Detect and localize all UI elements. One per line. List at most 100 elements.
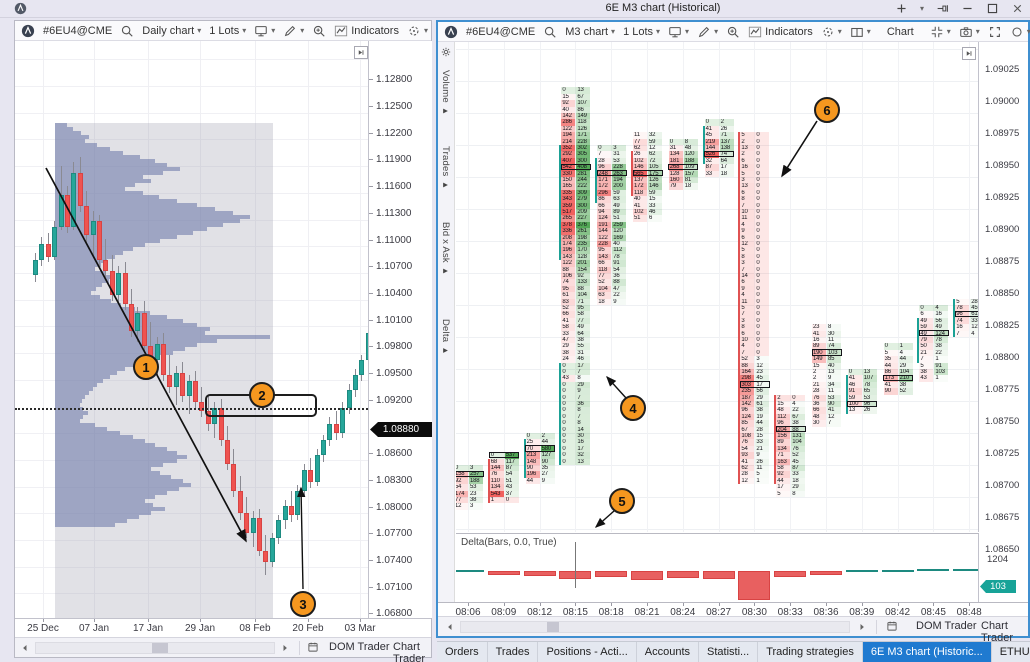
delta-indicator-label: Delta(Bars, 0.0, True)	[461, 537, 557, 548]
footprint-ask-cell: 11	[827, 388, 841, 395]
scrollbar-thumb[interactable]	[152, 643, 168, 653]
footprint-bid-cell: 0	[848, 369, 852, 375]
scrollbar-thumb[interactable]	[547, 622, 559, 632]
gridline	[456, 145, 978, 146]
tab-statisti[interactable]: Statisti...	[699, 642, 759, 662]
crosshair-button[interactable]: ▾	[821, 25, 842, 39]
footprint-chart-plot[interactable]: 0315825792188545317423773812305376811714…	[456, 42, 979, 532]
tab-trading-strategies[interactable]: Trading strategies	[758, 642, 863, 662]
drawing-tools-button[interactable]: ▾	[697, 25, 718, 39]
symbol-label[interactable]: #6EU4@CME	[43, 25, 112, 37]
tab-accounts[interactable]: Accounts	[637, 642, 700, 662]
tab-trades[interactable]: Trades	[488, 642, 539, 662]
left-price-axis[interactable]: 1.12800 1.12500 1.12200 1.11900 1.11600 1.113…	[369, 41, 432, 619]
crosshair-button[interactable]: ▾	[407, 24, 428, 38]
footprint-ask-cell: 244	[576, 177, 591, 184]
label: #6EU4@CME	[43, 24, 113, 37]
sell-imbalance-row	[740, 221, 770, 229]
volume-profile-bar	[55, 235, 177, 239]
footprint-bid-cell: 6	[740, 189, 755, 197]
sidebar-item-delta[interactable]: Delta ▸	[440, 319, 451, 357]
left-toolbar: #6EU4@CME Daily chart ▾ 1 Lots ▾ ▾ ▾ Indicators…	[15, 21, 549, 41]
go-to-latest-button[interactable]	[962, 47, 976, 60]
zoom-button[interactable]	[312, 24, 326, 38]
screens-button[interactable]: ▾	[254, 24, 275, 38]
indicators-button[interactable]: Indicators	[334, 24, 399, 38]
footprint-bid-cell: 407	[561, 157, 576, 165]
timeframe-select[interactable]: Daily chart ▾	[142, 25, 201, 37]
minimize-button[interactable]	[961, 2, 974, 15]
settings-icon[interactable]	[440, 46, 452, 58]
drawing-tools-button[interactable]: ▾	[283, 24, 304, 38]
footprint-bid-cell: 88	[561, 266, 576, 273]
left-chart-plot[interactable]	[15, 41, 369, 618]
lots-select[interactable]: 1 Lots ▾	[209, 25, 246, 37]
poc-highlight	[560, 163, 591, 171]
price-tick-label: 1.11600	[376, 181, 412, 193]
app-logo-icon[interactable]	[444, 25, 458, 39]
search-icon[interactable]	[120, 24, 134, 38]
footprint-ask-cell: 47	[612, 285, 627, 293]
calendar-icon[interactable]	[886, 620, 898, 632]
lots-select[interactable]: 1 Lots ▾	[623, 26, 660, 38]
dom-trader-button[interactable]: DOM Trader	[329, 641, 390, 653]
footprint-ask-cell: 8	[576, 420, 591, 427]
screens-button[interactable]: ▾	[668, 25, 689, 39]
zoom-button[interactable]	[726, 25, 740, 39]
tick-mark	[611, 603, 613, 606]
tab-6e-m3-chart-historic[interactable]: 6E M3 chart (Historic...	[862, 642, 992, 662]
dom-trader-button[interactable]: DOM Trader	[916, 620, 977, 632]
calendar-icon[interactable]	[307, 641, 319, 653]
chart-trader-button[interactable]: Chart Trader	[393, 641, 425, 662]
gridline	[15, 593, 368, 595]
close-window-button[interactable]	[1011, 2, 1024, 15]
gridline	[790, 42, 792, 532]
scroll-left-button[interactable]	[19, 642, 31, 654]
sidebar-item-trades[interactable]: Trades ▸	[440, 146, 451, 191]
footprint-bid-cell: 88	[740, 362, 755, 369]
app-logo-icon[interactable]	[21, 24, 35, 38]
collapse-button[interactable]: ▾	[930, 25, 951, 39]
delta-indicator-pane[interactable]: Delta(Bars, 0.0, True)	[456, 533, 979, 602]
candle	[327, 424, 333, 441]
maximize-button[interactable]	[986, 2, 999, 15]
right-price-axis[interactable]: 1.09025 1.09000 1.08975 1.08950 1.08925 1.089…	[979, 42, 1030, 627]
indicators-button[interactable]: Indicators	[748, 25, 813, 39]
search-icon[interactable]	[543, 25, 557, 39]
scrollbar-track[interactable]	[35, 642, 275, 654]
chart-menu[interactable]: Chart	[887, 26, 914, 38]
footprint-bid-cell: 89	[776, 439, 791, 446]
symbol-label[interactable]: #6EU4@CME	[466, 26, 535, 38]
fullscreen-button[interactable]	[988, 25, 1002, 39]
chevron-down-icon: ▾	[714, 27, 719, 36]
footprint-bid-cell: 0	[705, 119, 709, 126]
footprint-ask-cell: 14	[576, 426, 591, 433]
candle	[33, 259, 38, 275]
tab-ethusdt-15-seconds-ch[interactable]: ETHUSDT 15 Seconds ch...	[992, 642, 1030, 662]
unpin-button[interactable]	[936, 2, 949, 15]
footprint-bid-cell: 5	[955, 298, 970, 305]
sidebar-item-volume[interactable]: Volume ▸	[440, 70, 451, 117]
scrollbar-track[interactable]	[460, 621, 850, 633]
scroll-right-button[interactable]	[279, 642, 291, 654]
footprint-bid-cell: 83	[561, 298, 576, 305]
footprint-ask-cell: 44	[898, 356, 913, 363]
volume-profile-bar	[55, 475, 171, 479]
add-window-button[interactable]	[895, 2, 908, 15]
go-to-latest-button[interactable]	[354, 46, 368, 59]
record-button[interactable]: ▾	[1010, 25, 1030, 39]
scroll-right-button[interactable]	[856, 621, 868, 633]
sell-imbalance-row	[776, 394, 806, 401]
tick-mark	[575, 603, 577, 606]
left-date-axis[interactable]: 25 Dec 07 Jan 17 Jan 29 Jan 08 Feb 20 Feb 03 M…	[15, 618, 431, 637]
tab-orders[interactable]: Orders	[437, 642, 488, 662]
candle	[180, 372, 186, 396]
timeframe-select[interactable]: M3 chart ▾	[565, 26, 615, 38]
layout-button[interactable]: ▾	[850, 25, 871, 39]
tab-positions-acti[interactable]: Positions - Acti...	[538, 642, 637, 662]
sidebar-item-bid-x-ask[interactable]: Bid x Ask ▸	[440, 222, 451, 277]
screenshot-button[interactable]: ▾	[959, 25, 980, 39]
gridline	[897, 42, 899, 532]
date-tick-label: 29 Jan	[184, 623, 216, 634]
scroll-left-button[interactable]	[444, 621, 456, 633]
